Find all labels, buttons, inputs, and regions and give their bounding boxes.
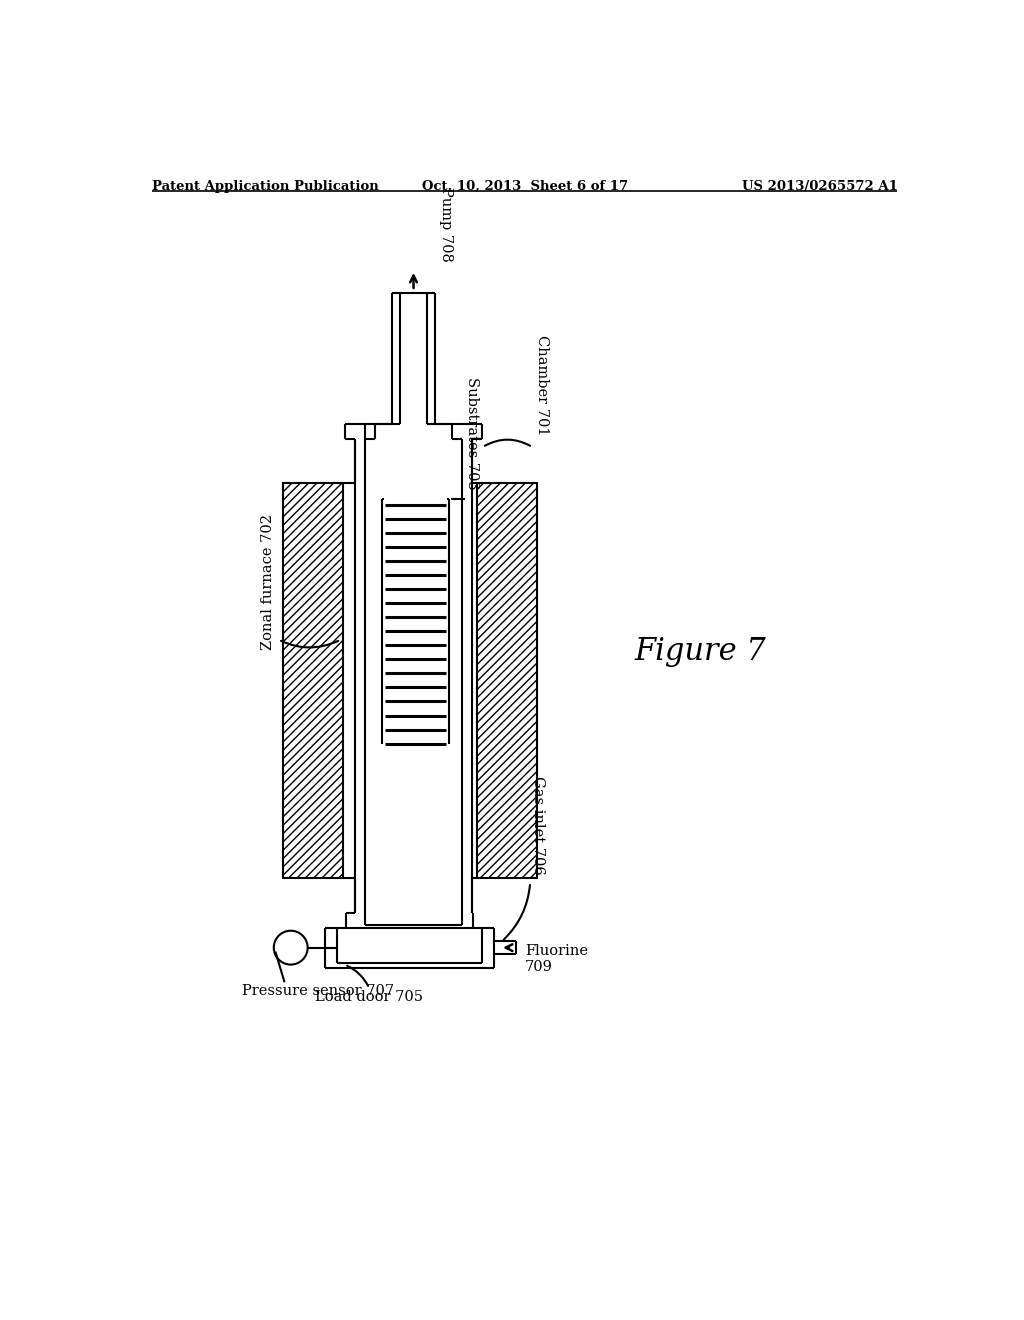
Text: Gas inlet 706: Gas inlet 706: [531, 776, 545, 875]
Text: Zonal furnace 702: Zonal furnace 702: [261, 513, 274, 649]
Text: Figure 7: Figure 7: [635, 636, 766, 667]
Text: Patent Application Publication: Patent Application Publication: [153, 180, 379, 193]
Text: Pressure sensor 707: Pressure sensor 707: [243, 983, 394, 998]
Text: Load door 705: Load door 705: [315, 990, 423, 1005]
Text: Fluorine
709: Fluorine 709: [524, 944, 588, 974]
Text: Pump 708: Pump 708: [438, 187, 453, 263]
Bar: [477, 483, 538, 878]
Text: Substrates 703: Substrates 703: [465, 376, 479, 490]
Text: Oct. 10, 2013  Sheet 6 of 17: Oct. 10, 2013 Sheet 6 of 17: [422, 180, 628, 193]
Text: US 2013/0265572 A1: US 2013/0265572 A1: [741, 180, 897, 193]
Bar: [283, 483, 343, 878]
Text: Chamber 701: Chamber 701: [535, 335, 549, 436]
